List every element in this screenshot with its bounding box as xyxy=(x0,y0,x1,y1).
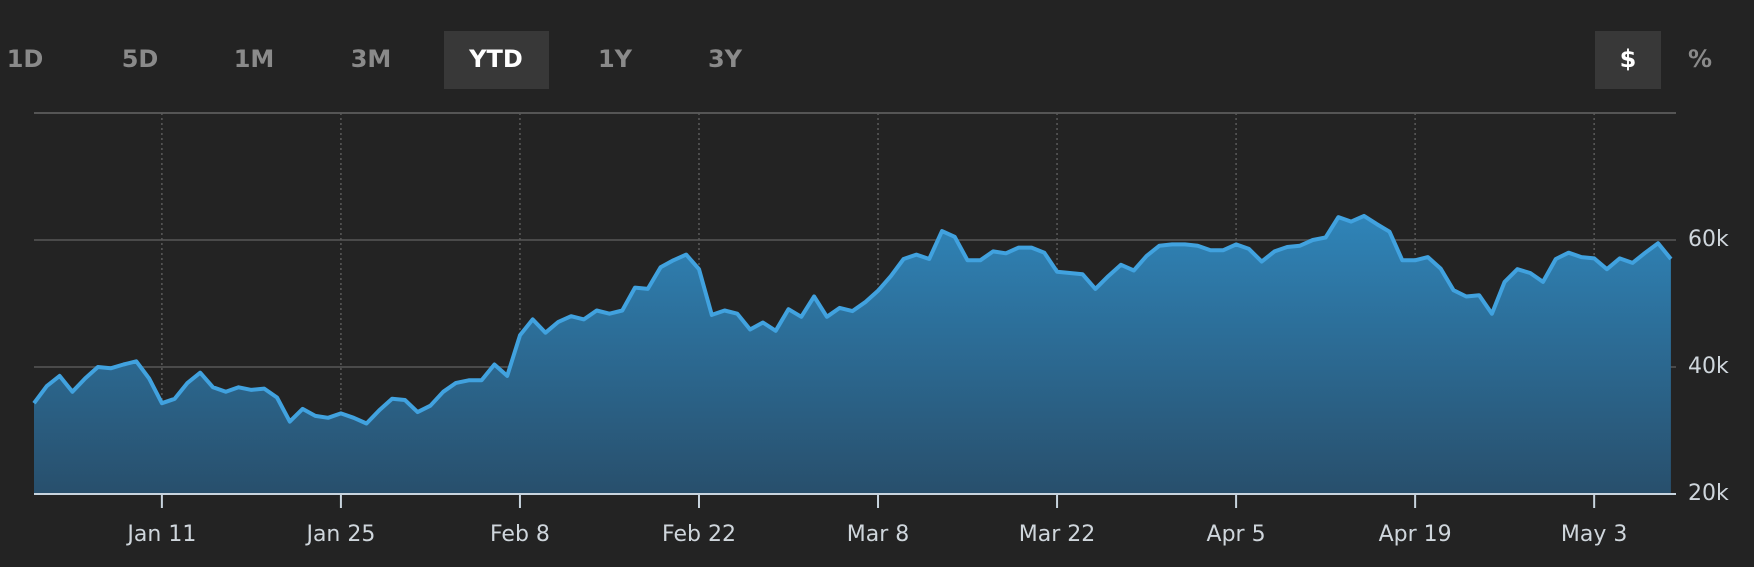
selected-unit-bg xyxy=(1595,31,1661,89)
range-button[interactable]: 1D xyxy=(7,45,44,73)
range-button[interactable]: 3M xyxy=(351,45,392,73)
x-tick-label: Feb 22 xyxy=(662,522,736,547)
unit-button[interactable]: % xyxy=(1688,45,1712,73)
x-tick-label: Mar 8 xyxy=(847,522,910,547)
x-tick-label: Feb 8 xyxy=(490,522,550,547)
x-tick-label: Apr 5 xyxy=(1207,522,1266,547)
x-tick-label: Jan 11 xyxy=(125,522,196,547)
unit-button[interactable]: $ xyxy=(1620,45,1637,73)
y-tick-label: 60k xyxy=(1688,227,1729,252)
x-tick-label: Jan 25 xyxy=(304,522,375,547)
range-button[interactable]: 1M xyxy=(234,45,275,73)
area-fill xyxy=(34,215,1671,494)
x-tick-label: May 3 xyxy=(1561,522,1627,547)
range-button[interactable]: YTD xyxy=(468,45,523,73)
x-tick-label: Mar 22 xyxy=(1019,522,1096,547)
range-button[interactable]: 1Y xyxy=(598,45,633,73)
range-button[interactable]: 5D xyxy=(122,45,159,73)
x-tick-label: Apr 19 xyxy=(1379,522,1452,547)
selected-range-bg xyxy=(444,31,549,89)
range-button[interactable]: 3Y xyxy=(708,45,743,73)
y-tick-label: 40k xyxy=(1688,354,1729,379)
y-tick-label: 20k xyxy=(1688,481,1729,506)
price-line xyxy=(32,213,1673,426)
